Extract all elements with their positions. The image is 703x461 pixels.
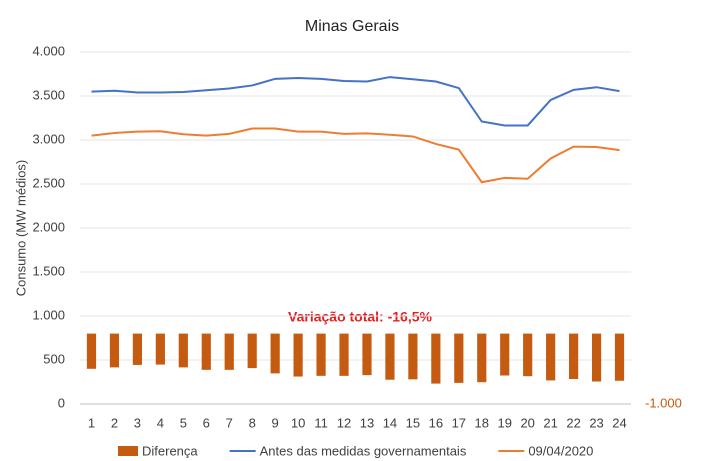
y-tick-label: 500 [43, 351, 65, 366]
x-tick-label: 11 [314, 415, 328, 430]
x-tick-label: 12 [337, 415, 351, 430]
bar [316, 333, 326, 376]
x-tick-label: 21 [543, 415, 557, 430]
bar [408, 333, 418, 380]
legend-label: 09/04/2020 [528, 443, 593, 458]
bar [86, 333, 97, 369]
bar [385, 333, 395, 380]
bar [178, 333, 188, 368]
y-tick-label: 4.000 [32, 43, 65, 58]
x-tick-label: 10 [291, 415, 305, 430]
x-tick-label: 19 [497, 415, 511, 430]
bar [224, 333, 234, 370]
chart-title: Minas Gerais [305, 18, 399, 35]
x-tick-label: 9 [272, 415, 279, 430]
x-tick-label: 23 [589, 415, 603, 430]
x-tick-label: 16 [429, 415, 443, 430]
y-tick-label: 2.000 [32, 219, 65, 234]
bar [201, 333, 211, 370]
bar [477, 333, 487, 383]
y-tick-label: 2.500 [32, 175, 65, 190]
y2-tick-label: -1.000 [645, 395, 682, 410]
bar [362, 333, 372, 376]
x-tick-label: 8 [249, 415, 256, 430]
x-tick-label: 6 [203, 415, 210, 430]
bar [546, 333, 556, 381]
legend-label: Antes das medidas governamentais [260, 443, 467, 458]
x-tick-label: 13 [360, 415, 374, 430]
x-tick-label: 1 [88, 415, 95, 430]
bar [339, 333, 349, 376]
y-tick-label: 3.000 [32, 131, 65, 146]
bar [569, 333, 579, 380]
bar [270, 333, 280, 374]
y-tick-label: 1.500 [32, 263, 65, 278]
bar [132, 333, 142, 365]
x-tick-label: 15 [406, 415, 420, 430]
x-tick-label: 14 [383, 415, 397, 430]
bar [454, 333, 464, 383]
x-tick-label: 18 [475, 415, 489, 430]
x-tick-label: 5 [180, 415, 187, 430]
line [91, 127, 620, 184]
annotation: Variação total: -16,5% [288, 309, 433, 325]
bar [591, 333, 602, 382]
x-tick-label: 22 [566, 415, 580, 430]
bar [614, 333, 625, 381]
bar [155, 333, 165, 365]
line [91, 76, 620, 127]
bar [431, 333, 441, 384]
y-tick-label: 1.000 [32, 307, 65, 322]
x-tick-label: 4 [157, 415, 164, 430]
y-tick-label: 0 [58, 395, 65, 410]
legend-swatch [118, 446, 138, 456]
x-tick-label: 24 [612, 415, 626, 430]
legend-label: Diferença [142, 443, 198, 458]
x-tick-label: 20 [520, 415, 534, 430]
bar [523, 333, 533, 377]
y-tick-label: 3.500 [32, 87, 65, 102]
bar [247, 333, 257, 369]
bar [293, 333, 303, 377]
y-axis-label: Consumo (MW médios) [13, 160, 28, 297]
x-tick-label: 7 [226, 415, 233, 430]
bar [109, 333, 120, 368]
x-tick-label: 17 [452, 415, 466, 430]
x-tick-label: 2 [111, 415, 118, 430]
bar [500, 333, 510, 376]
x-tick-label: 3 [134, 415, 141, 430]
